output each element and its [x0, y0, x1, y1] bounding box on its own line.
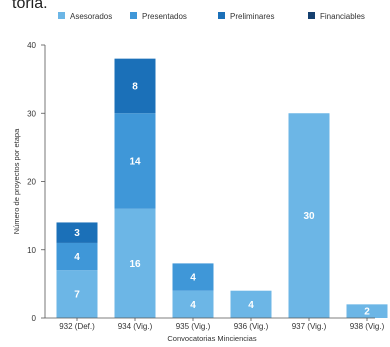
y-tick-label: 20 [27, 178, 36, 187]
bar-value-label: 30 [303, 211, 315, 222]
x-tick-label: 937 (Vig.) [292, 322, 327, 331]
bar-segment [56, 270, 98, 318]
legend-swatch [218, 12, 225, 19]
bar-segment [230, 290, 272, 318]
y-axis-title: Número de proyectos por etapa [12, 128, 21, 234]
y-axis: 0 10 20 30 40 [27, 41, 46, 323]
legend-swatch [58, 12, 65, 19]
legend-label: Asesorados [70, 12, 112, 21]
bar-stack: 30 [288, 113, 330, 318]
bar-value-label: 14 [129, 157, 141, 168]
x-tick-label: 932 (Def.) [59, 322, 95, 331]
bar-value-label: 4 [190, 300, 196, 311]
x-axis-title: Convocatorias Minciencias [167, 334, 256, 343]
y-tick-label: 30 [27, 109, 36, 118]
legend-label: Presentados [142, 12, 187, 21]
legend-item: Presentados [130, 12, 187, 21]
bar-stack: 4 [230, 290, 272, 318]
bar-value-label: 8 [132, 81, 138, 92]
bar-segment [172, 290, 214, 318]
bar-value-label: 2 [364, 307, 370, 318]
legend: Asesorados Presentados Preliminares Financi… [58, 12, 365, 21]
clipped-heading-text: toria. [12, 0, 48, 12]
legend-item: Preliminares [218, 12, 274, 21]
bar-segment [56, 242, 98, 271]
x-tick-label: 934 (Vig.) [118, 322, 153, 331]
y-tick-label: 10 [27, 246, 36, 255]
bar-stack: 2 [346, 304, 388, 318]
legend-label: Preliminares [230, 12, 274, 21]
bar-segment [288, 113, 330, 318]
bar-segment [114, 208, 156, 318]
bar-value-label: 4 [190, 273, 196, 284]
legend-swatch [308, 12, 315, 19]
legend-item: Financiables [308, 12, 365, 21]
bar-segment [346, 304, 388, 318]
bar-segment [56, 222, 98, 243]
x-tick-label: 936 (Vig.) [234, 322, 269, 331]
bar-value-label: 4 [74, 252, 80, 263]
bar-value-label: 16 [129, 259, 141, 270]
x-tick-label: 938 (Vig.) [350, 322, 385, 331]
bar-value-label: 4 [248, 300, 254, 311]
legend-label: Financiables [320, 12, 365, 21]
bar-stack: 16 14 8 [114, 58, 156, 318]
bar-stack: 44 [172, 263, 214, 318]
y-tick-label: 0 [32, 314, 37, 323]
bar-value-label: 7 [74, 290, 80, 301]
bar-value-label: 3 [74, 228, 80, 239]
bar-segment [172, 263, 214, 291]
bar-segment [114, 58, 156, 114]
x-tick-label: 935 (Vig.) [176, 322, 211, 331]
x-axis: 932 (Def.) 934 (Vig.) 935 (Vig.) 936 (Vig.)… [45, 317, 385, 331]
bar-stack: 7 4 3 [56, 222, 98, 318]
legend-item: Asesorados [58, 12, 112, 21]
bar-segment [114, 113, 156, 209]
y-tick-label: 40 [27, 41, 36, 50]
legend-swatch [130, 12, 137, 19]
